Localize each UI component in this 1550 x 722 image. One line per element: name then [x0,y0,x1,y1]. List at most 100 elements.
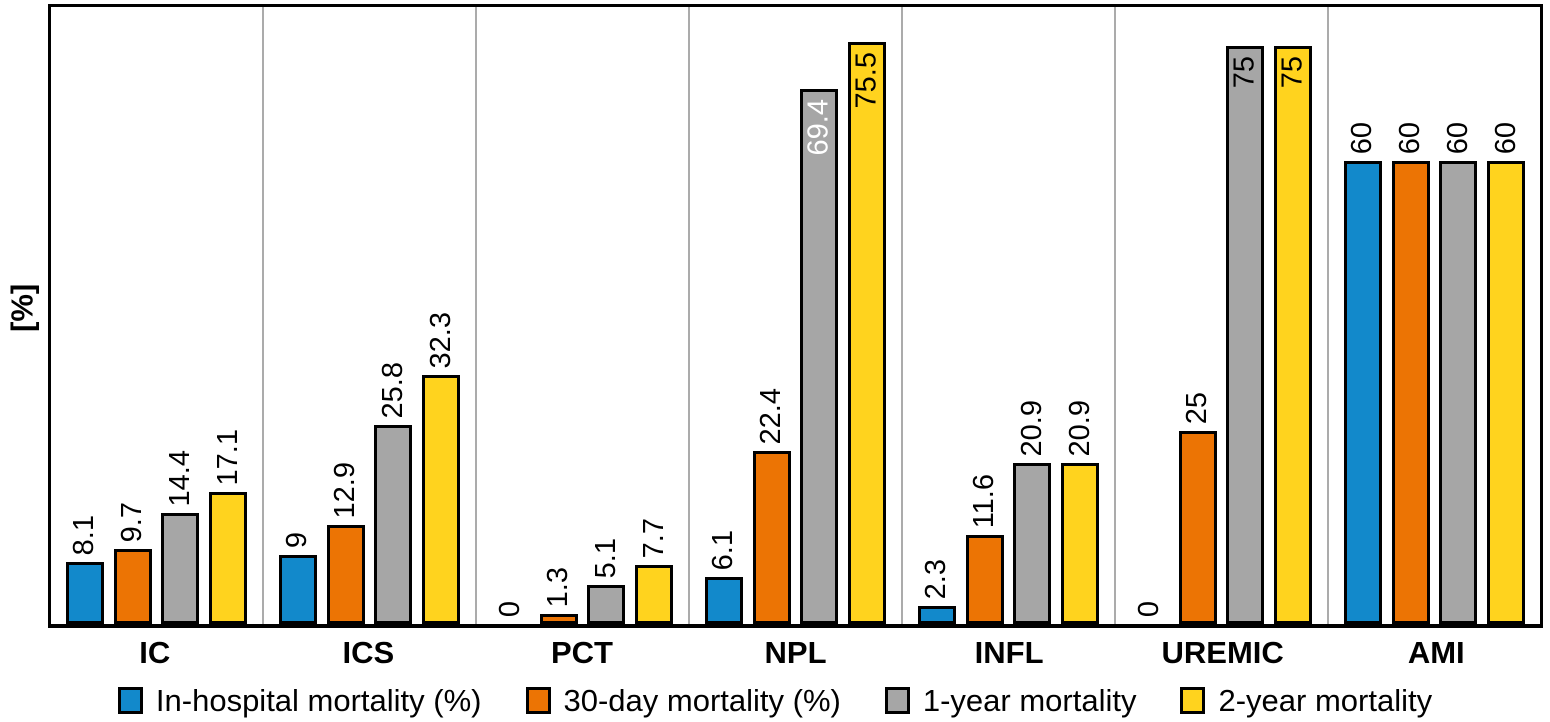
bar-slot-ics-in-hospital-mortality: 9 [278,7,318,624]
bar-value-label: 60 [1489,121,1522,154]
category-label-infl: INFL [974,635,1044,670]
bar-value-label: 0 [1133,600,1166,617]
bar-value-label: 9 [281,531,314,548]
legend-swatch-icon-in-hospital-mortality [117,686,143,714]
bar-value-label: 60 [1346,121,1379,154]
bar-slot-ami-2-year-mortality: 60 [1486,7,1526,624]
bar-value-label: 17.1 [211,428,244,485]
bar-ami-2-year-mortality [1487,161,1526,624]
legend-item-1-year-mortality: 1-year mortality [884,682,1137,718]
bar-slot-ami-1-year-mortality: 60 [1438,7,1478,624]
bar-value-label: 7.7 [637,517,670,558]
bar-npl-in-hospital-mortality [704,577,743,624]
bar-ic-2-year-mortality [209,492,248,624]
bar-pct-2-year-mortality [635,565,674,624]
bar-infl-in-hospital-mortality [917,606,956,624]
category-label-ic: IC [139,635,171,670]
bar-slot-uremic-1-year-mortality: 75 [1225,7,1265,624]
bar-value-label: 11.6 [968,473,1001,528]
bar-slot-infl-1-year-mortality: 20.9 [1012,7,1052,624]
bar-npl-30-day-mortality [752,451,791,624]
legend-item-2-year-mortality: 2-year mortality [1180,685,1432,716]
category-label-npl: NPL [764,635,827,670]
category-label-ics: ICS [342,635,395,670]
bar-infl-1-year-mortality [1013,463,1052,624]
bar-slot-ic-2-year-mortality: 17.1 [208,7,248,624]
bar-slot-ic-30-day-mortality: 9.7 [113,7,153,624]
legend-label-in-hospital-mortality: In-hospital mortality (%) [155,682,482,718]
bar-slot-pct-2-year-mortality: 7.7 [634,7,674,624]
bar-ami-in-hospital-mortality [1343,161,1382,624]
bar-value-label: 12.9 [329,461,362,518]
bar-slot-npl-in-hospital-mortality: 6.1 [704,7,744,624]
bar-slot-ic-1-year-mortality: 14.4 [160,7,200,624]
bar-slot-npl-2-year-mortality: 75.5 [847,7,887,624]
bar-ics-1-year-mortality [374,425,413,624]
bar-value-label: 25.8 [376,361,409,418]
legend-label-30-day-mortality: 30-day mortality (%) [563,682,841,718]
bar-value-label: 20.9 [1015,399,1048,456]
legend-swatch-icon-2-year-mortality [1180,686,1206,714]
category-axis-labels: IC ICS PCT NPL INFL UREMIC AMI [48,633,1543,673]
bar-slot-infl-in-hospital-mortality: 2.3 [917,7,957,624]
bar-value-label: 25 [1181,391,1214,424]
bar-value-label: 22.4 [755,387,788,444]
legend-item-30-day-mortality: 30-day mortality (%) [525,682,841,718]
bar-value-label: 60 [1441,121,1474,154]
plot-area: 8.1 9.7 14.4 17.1 9 12.9 25.8 32.3 0 1.3 5.1 7.7 6.1… [48,4,1543,628]
bar-ami-1-year-mortality [1439,161,1478,624]
bar-value-label: 2.3 [920,558,953,599]
bar-infl-30-day-mortality [965,535,1004,624]
bar-value-label: 8.1 [68,514,101,555]
bar-slot-pct-30-day-mortality: 1.3 [539,7,579,624]
legend-label-2-year-mortality: 2-year mortality [1218,682,1433,718]
bar-slot-uremic-in-hospital-mortality: 0 [1130,7,1170,624]
bar-uremic-2-year-mortality: 75 [1274,46,1313,624]
bar-value-label: 6.1 [707,529,740,570]
bar-slot-infl-30-day-mortality: 11.6 [965,7,1005,624]
bar-ami-30-day-mortality [1391,161,1430,624]
category-label-ami: AMI [1407,635,1465,670]
bar-value-label: 5.1 [589,537,622,578]
bar-slot-uremic-2-year-mortality: 75 [1273,7,1313,624]
bar-slot-ics-30-day-mortality: 12.9 [326,7,366,624]
category-label-pct: PCT [550,635,613,670]
bar-ics-in-hospital-mortality [278,555,317,624]
bar-npl-2-year-mortality: 75.5 [848,42,887,624]
bar-group-ics: 9 12.9 25.8 32.3 [264,7,477,624]
legend-item-in-hospital-mortality: In-hospital mortality (%) [117,682,482,718]
bar-group-npl: 6.1 22.4 69.4 75.5 [690,7,903,624]
bar-ic-in-hospital-mortality [65,562,104,624]
bar-group-pct: 0 1.3 5.1 7.7 [477,7,690,624]
bar-ics-30-day-mortality [326,525,365,624]
bar-group-infl: 2.3 11.6 20.9 20.9 [903,7,1116,624]
category-label-uremic: UREMIC [1161,635,1284,670]
bar-value-label: 0 [494,600,527,617]
legend: In-hospital mortality (%) 30-day mortalit… [0,680,1550,720]
bar-slot-pct-1-year-mortality: 5.1 [586,7,626,624]
legend-swatch-icon-30-day-mortality [525,686,551,714]
bar-value-label: 9.7 [116,501,149,542]
bar-value-label: 75.5 [850,52,883,109]
bar-value-label: 69.4 [802,99,835,156]
bar-infl-2-year-mortality [1061,463,1100,624]
bar-uremic-30-day-mortality [1178,431,1217,624]
bar-value-label: 75 [1276,56,1309,89]
bar-uremic-1-year-mortality: 75 [1226,46,1265,624]
bar-slot-npl-30-day-mortality: 22.4 [752,7,792,624]
bar-value-label: 60 [1394,121,1427,154]
y-axis-label: [%] [4,283,40,333]
bar-pct-1-year-mortality [587,585,626,624]
bar-slot-ami-30-day-mortality: 60 [1391,7,1431,624]
bar-slot-infl-2-year-mortality: 20.9 [1060,7,1100,624]
bar-npl-1-year-mortality: 69.4 [800,89,839,624]
bar-slot-pct-in-hospital-mortality: 0 [491,7,531,624]
bar-value-label: 32.3 [424,311,457,368]
bar-slot-ami-in-hospital-mortality: 60 [1343,7,1383,624]
bar-group-ami: 60 60 60 60 [1329,7,1540,624]
bar-value-label: 75 [1228,56,1261,89]
legend-swatch-icon-1-year-mortality [884,686,910,714]
legend-label-1-year-mortality: 1-year mortality [922,682,1137,718]
bar-slot-ics-2-year-mortality: 32.3 [421,7,461,624]
